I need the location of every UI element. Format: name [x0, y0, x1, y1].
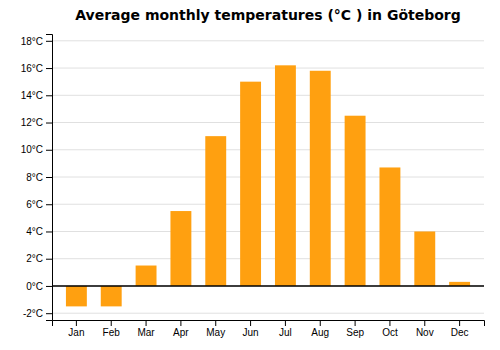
- bar: [66, 286, 87, 306]
- x-tick: Dec: [451, 320, 469, 338]
- y-tick-label: 4°C: [26, 226, 43, 237]
- x-tick-mark: [146, 320, 147, 326]
- x-tick-mark: [389, 320, 390, 326]
- x-tick-mark: [215, 320, 216, 326]
- x-tick-mark: [459, 320, 460, 326]
- y-tick-mark: [46, 286, 52, 287]
- y-tick-mark: [46, 41, 52, 42]
- y-tick-label: 10°C: [21, 144, 43, 155]
- y-tick-mark: [46, 123, 52, 124]
- chart: -2°C 0°C 2°C 4°C 6°C 8°C 10°C 12°C 14°C 16°C 18°C J…: [0, 0, 500, 350]
- x-tick: Sep: [346, 320, 364, 338]
- x-tick: Aug: [311, 320, 329, 338]
- x-tick: Apr: [173, 320, 189, 338]
- grid: [52, 41, 484, 313]
- x-tick-label: Feb: [103, 327, 121, 338]
- y-tick: 2°C: [26, 253, 52, 264]
- y-tick-mark: [46, 204, 52, 205]
- x-tick: May: [206, 320, 225, 338]
- x-tick-mark: [111, 320, 112, 326]
- x-tick: Nov: [416, 320, 434, 338]
- y-tick: 0°C: [26, 281, 52, 292]
- y-tick-mark: [46, 259, 52, 260]
- plot: -2°C 0°C 2°C 4°C 6°C 8°C 10°C 12°C 14°C 16°C 18°C J…: [21, 35, 485, 339]
- grid-line: [52, 177, 484, 178]
- y-tick: 16°C: [21, 63, 52, 74]
- grid-line: [52, 68, 484, 69]
- bar: [205, 136, 226, 286]
- x-tick-mark: [355, 320, 356, 326]
- y-tick-label: 12°C: [21, 117, 43, 128]
- grid-line: [52, 95, 484, 96]
- grid-line: [52, 204, 484, 205]
- bars: [52, 65, 484, 306]
- zero-line: [52, 285, 484, 287]
- y-tick-mark: [46, 95, 52, 96]
- x-tick: Oct: [382, 320, 398, 338]
- grid-line: [52, 313, 484, 314]
- x-tick-label: Mar: [137, 327, 155, 338]
- y-tick-label: -2°C: [23, 308, 43, 319]
- y-tick: 12°C: [21, 117, 52, 128]
- x-tick-mark: [320, 320, 321, 326]
- x-tick-label: Jul: [279, 327, 292, 338]
- x-tick-mark: [424, 320, 425, 326]
- x-axis: Jan Feb Mar Apr May Jun Jul Aug Sep Oct Nov Dec: [53, 320, 485, 338]
- y-tick-mark: [46, 313, 52, 314]
- bar: [379, 167, 400, 285]
- y-tick-label: 16°C: [21, 63, 43, 74]
- x-tick-label: Aug: [311, 327, 329, 338]
- x-axis-line: [53, 321, 485, 327]
- y-tick-mark: [46, 231, 52, 232]
- x-tick-mark: [250, 320, 251, 326]
- x-tick-label: Dec: [451, 327, 469, 338]
- x-tick-label: Oct: [382, 327, 398, 338]
- y-tick-mark: [46, 177, 52, 178]
- y-tick-label: 14°C: [21, 90, 43, 101]
- x-tick-label: Apr: [173, 327, 189, 338]
- x-tick-label: Jan: [68, 327, 84, 338]
- y-tick: 10°C: [21, 144, 52, 155]
- y-tick: 8°C: [26, 172, 52, 183]
- x-tick-label: Nov: [416, 327, 434, 338]
- grid-line: [52, 40, 484, 41]
- y-tick-label: 0°C: [26, 281, 43, 292]
- x-tick-label: May: [206, 327, 225, 338]
- x-tick-label: Sep: [346, 327, 364, 338]
- y-tick-label: 2°C: [26, 253, 43, 264]
- y-axis: -2°C 0°C 2°C 4°C 6°C 8°C 10°C 12°C 14°C 16°C 18°C: [21, 35, 53, 321]
- y-tick-label: 18°C: [21, 36, 43, 47]
- bar: [240, 82, 261, 286]
- grid-line: [52, 285, 484, 286]
- x-tick-mark: [285, 320, 286, 326]
- bar: [414, 231, 435, 285]
- y-tick: 4°C: [26, 226, 52, 237]
- x-tick-mark: [76, 320, 77, 326]
- bar: [310, 71, 331, 286]
- bar: [345, 116, 366, 286]
- x-tick: Jan: [68, 320, 84, 338]
- y-axis-line: [46, 35, 53, 321]
- x-tick: Jul: [279, 320, 292, 338]
- bar: [136, 266, 157, 286]
- grid-line: [52, 149, 484, 150]
- bar: [101, 286, 122, 306]
- y-tick-mark: [46, 68, 52, 69]
- x-tick-mark: [180, 320, 181, 326]
- y-tick-mark: [46, 150, 52, 151]
- y-tick-label: 8°C: [26, 172, 43, 183]
- y-tick: 6°C: [26, 199, 52, 210]
- y-tick: -2°C: [23, 308, 52, 319]
- y-tick-label: 6°C: [26, 199, 43, 210]
- y-tick: 18°C: [21, 36, 52, 47]
- x-tick-label: Jun: [243, 327, 259, 338]
- x-tick: Feb: [103, 320, 121, 338]
- bar: [275, 65, 296, 286]
- title: Average monthly temperatures (°C ) in Gö…: [75, 7, 461, 23]
- grid-line: [52, 122, 484, 123]
- x-tick: Jun: [243, 320, 259, 338]
- bar: [170, 211, 191, 286]
- x-tick: Mar: [137, 320, 155, 338]
- y-tick: 14°C: [21, 90, 52, 101]
